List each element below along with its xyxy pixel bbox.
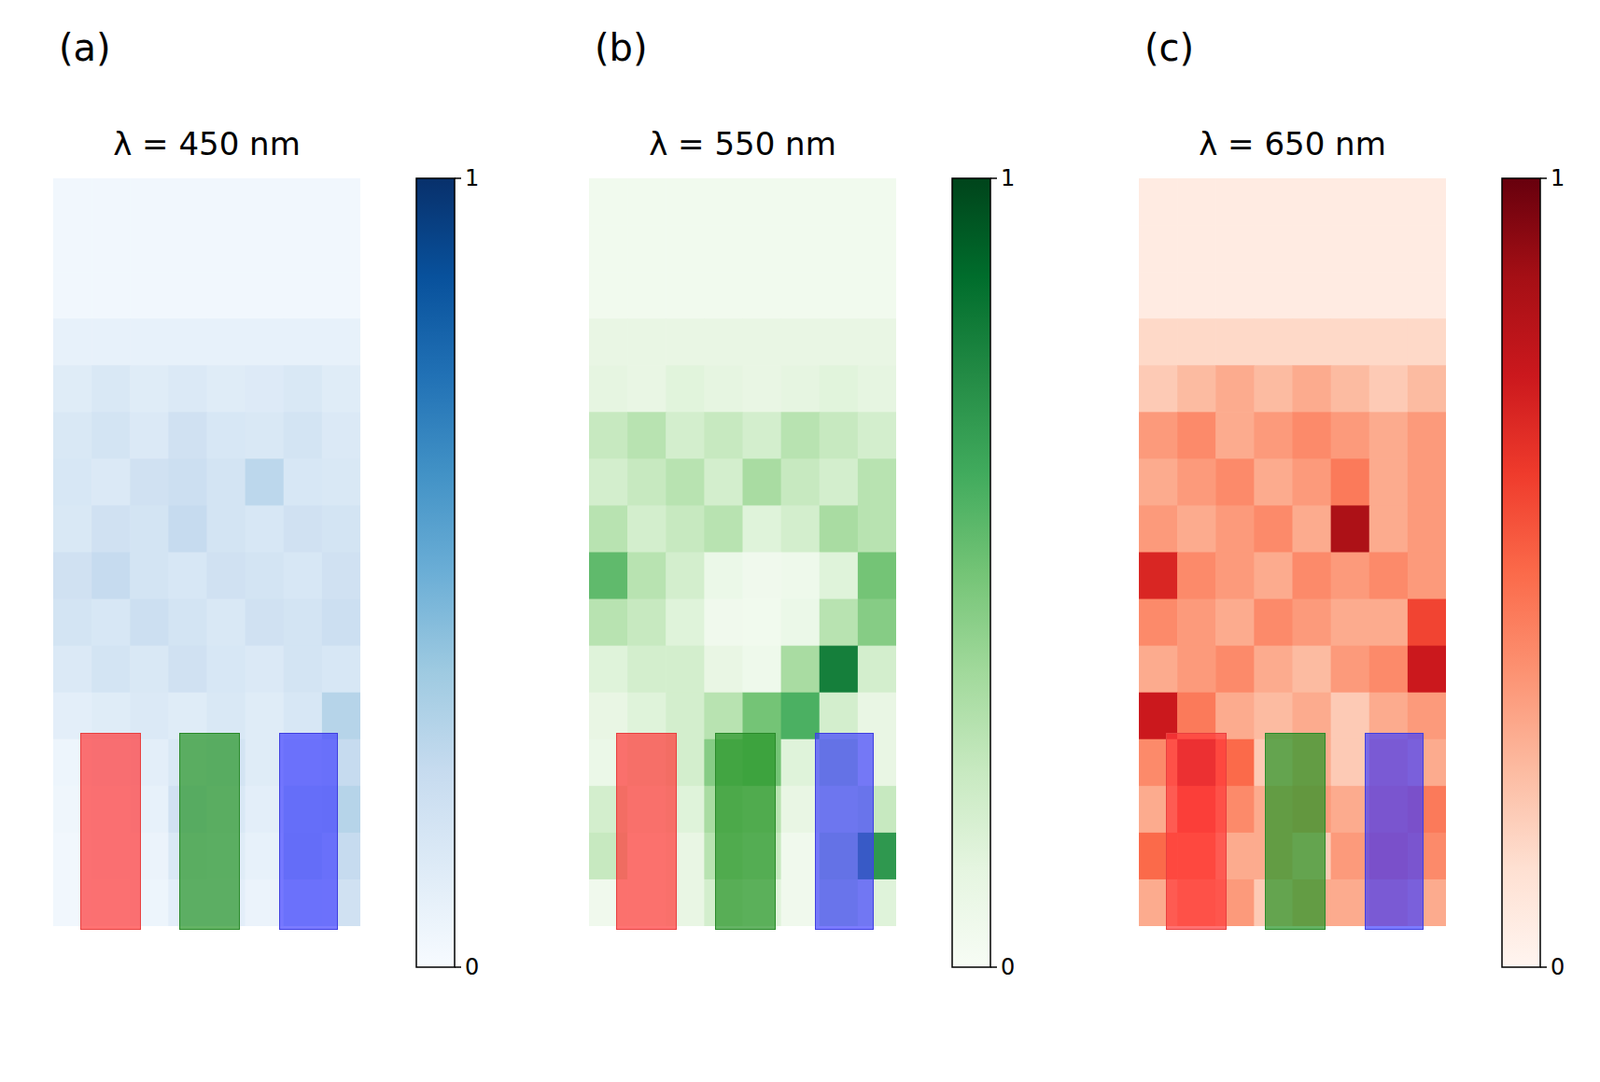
html-text:λ = 650 nm: λ = 650 nm	[1198, 125, 1387, 163]
svg-text:1: 1	[464, 165, 479, 192]
html-text:(c): (c)	[1144, 26, 1195, 70]
svg-text:1: 1	[1000, 165, 1015, 192]
svg-text:1: 1	[1550, 165, 1565, 192]
html-text:(b): (b)	[594, 26, 648, 70]
svg-text:0: 0	[464, 954, 479, 981]
html-text:λ = 450 nm: λ = 450 nm	[113, 125, 301, 163]
svg-text:0: 0	[1550, 954, 1565, 981]
svg-text:0: 0	[1000, 954, 1015, 981]
html-text:(a): (a)	[58, 26, 111, 70]
html-text:λ = 550 nm: λ = 550 nm	[648, 125, 837, 163]
